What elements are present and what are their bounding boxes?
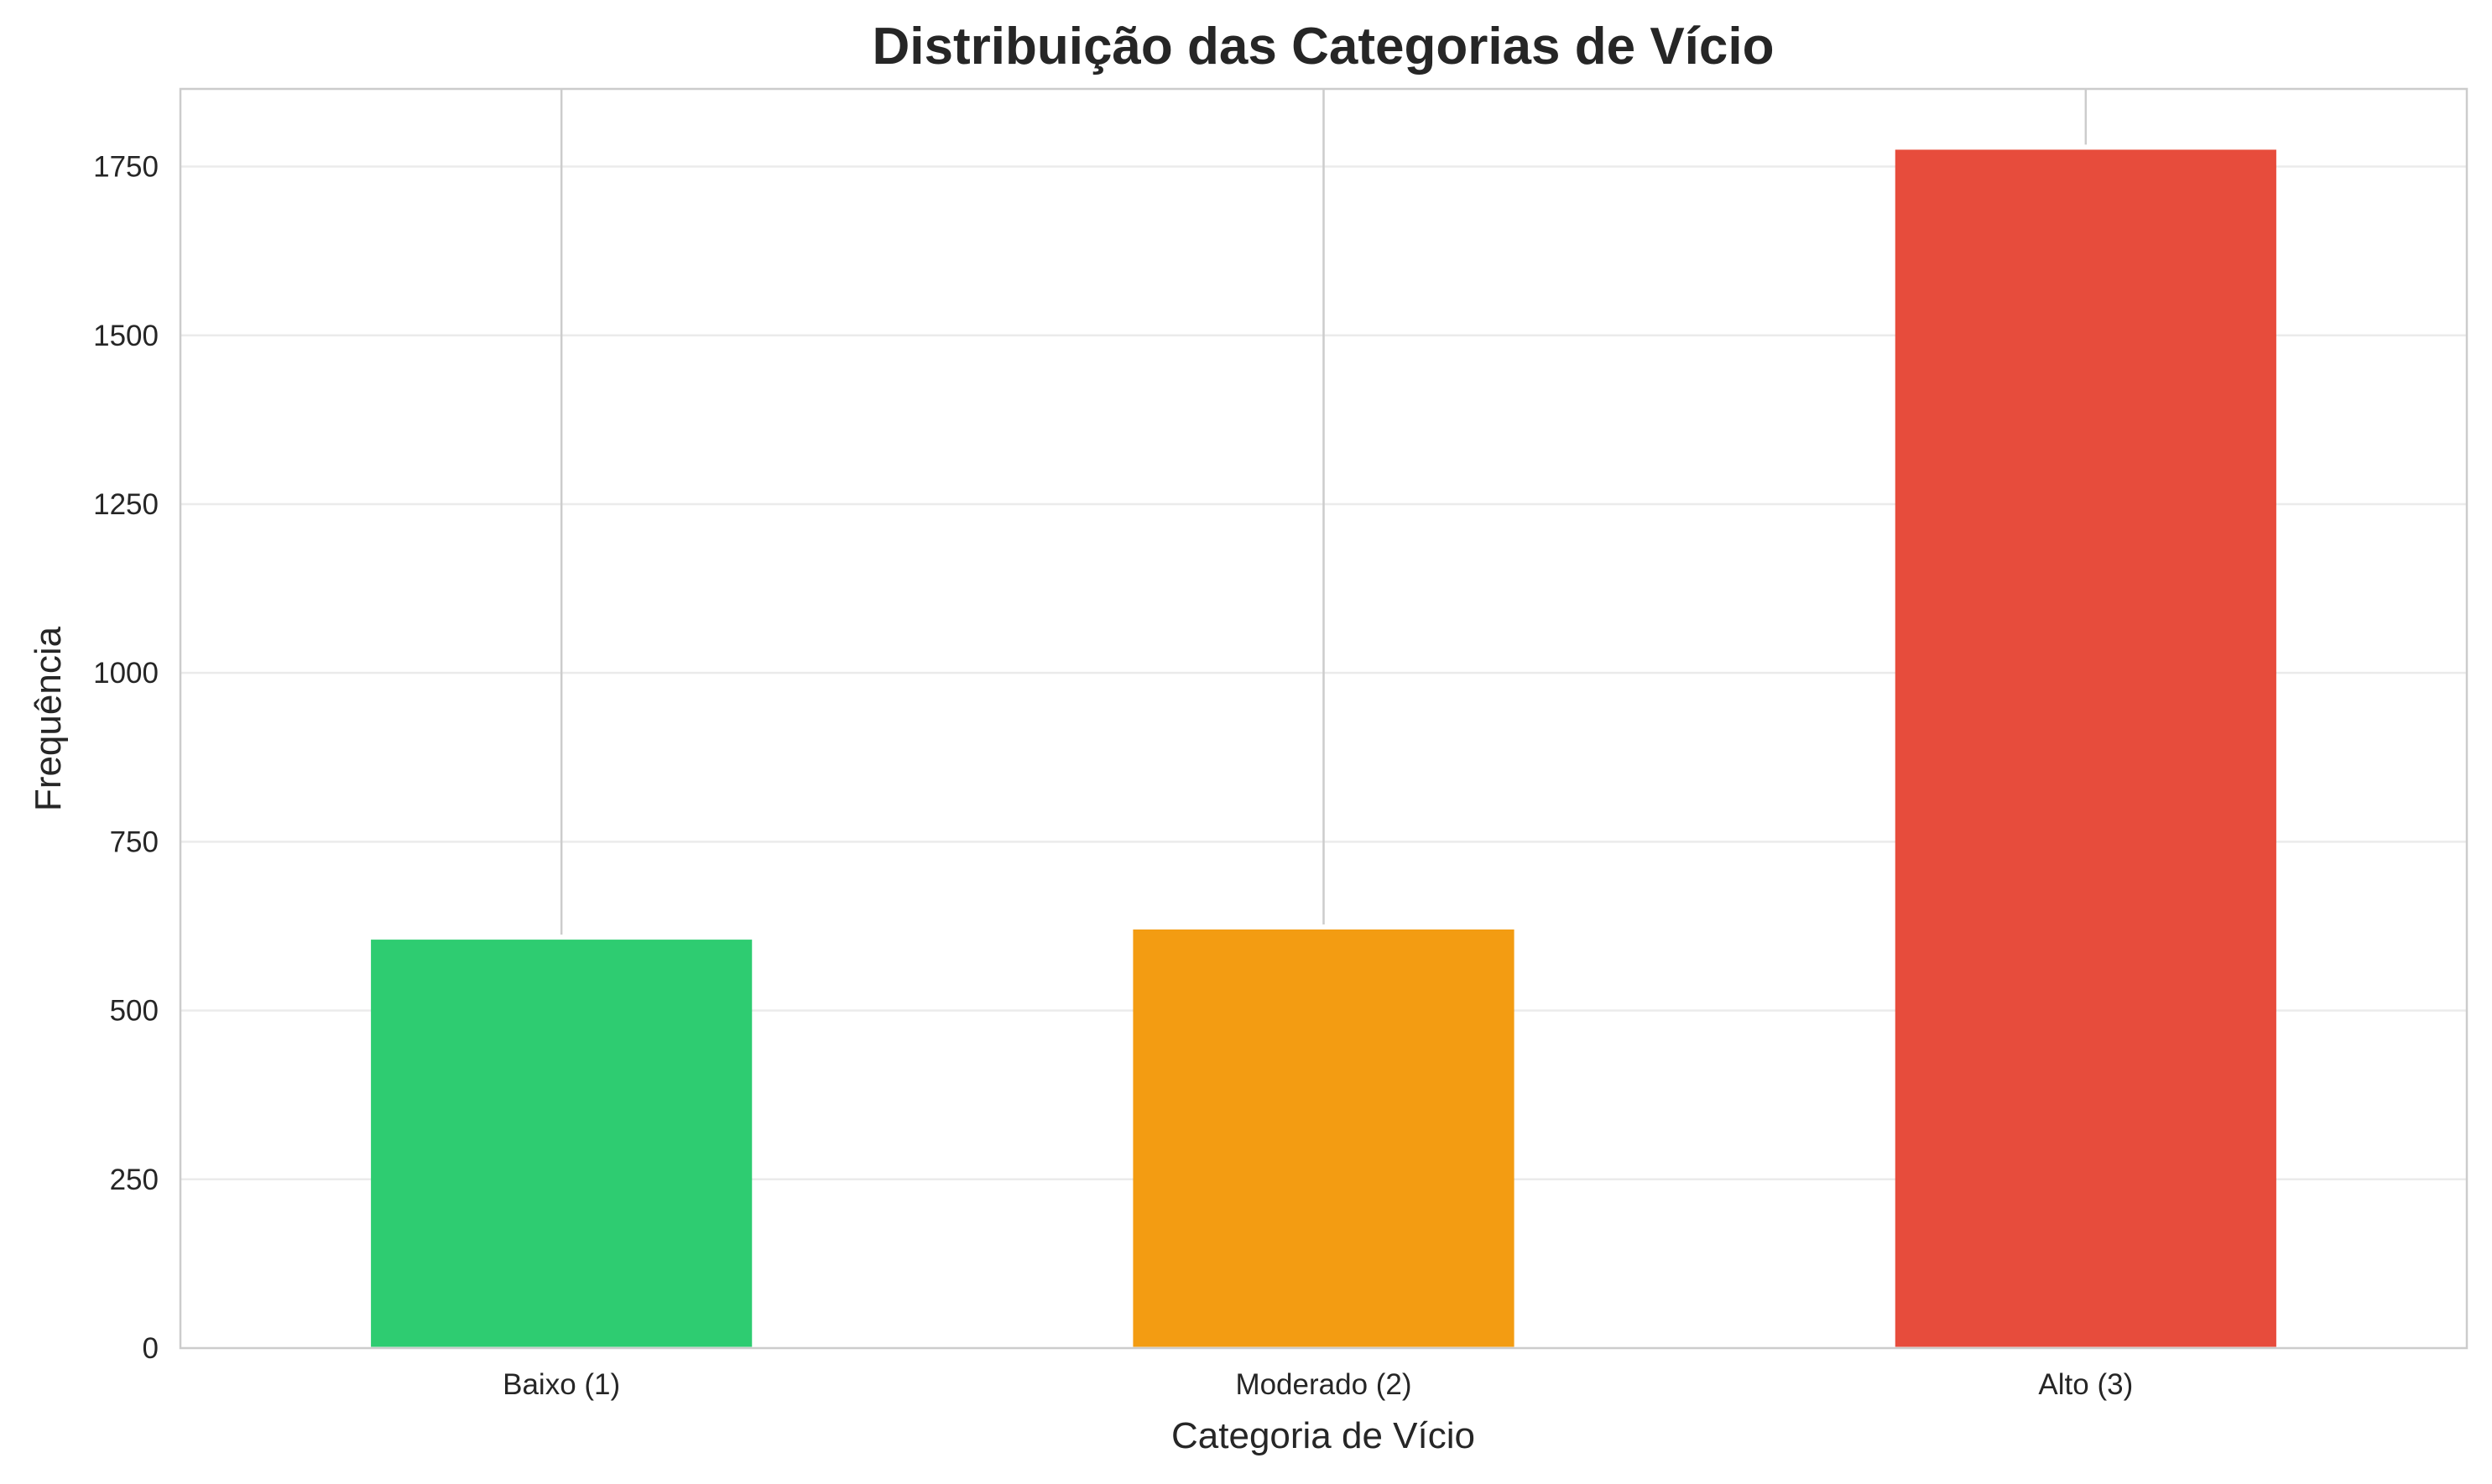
x-tick-label: Alto (3) xyxy=(2038,1368,2133,1401)
y-tick-label: 1500 xyxy=(93,320,159,352)
y-tick-label: 1250 xyxy=(93,488,159,521)
chart-title: Distribuição das Categorias de Vício xyxy=(873,18,1775,76)
bar xyxy=(1133,929,1514,1347)
y-tick-labels: 0 250 500 750 1000 1250 1500 1750 xyxy=(93,151,159,1365)
x-tick-label: Moderado (2) xyxy=(1235,1368,1411,1401)
x-axis-label: Categoria de Vício xyxy=(1171,1415,1475,1456)
category-lines xyxy=(560,89,2088,935)
bar xyxy=(371,940,753,1347)
bars xyxy=(371,149,2276,1347)
x-tick-label: Baixo (1) xyxy=(503,1368,620,1401)
y-tick-label: 1750 xyxy=(93,151,159,184)
bar xyxy=(1895,149,2276,1347)
y-tick-label: 1000 xyxy=(93,657,159,690)
y-tick-label: 750 xyxy=(110,825,159,858)
axes-frame xyxy=(179,87,2469,1350)
x-tick-labels: Baixo (1) Moderado (2) Alto (3) xyxy=(503,1368,2133,1401)
y-axis-label: Frequência xyxy=(28,626,69,811)
y-tick-label: 250 xyxy=(110,1164,159,1196)
y-tick-label: 0 xyxy=(143,1332,159,1365)
plot-area xyxy=(179,87,2469,1350)
y-tick-label: 500 xyxy=(110,995,159,1028)
